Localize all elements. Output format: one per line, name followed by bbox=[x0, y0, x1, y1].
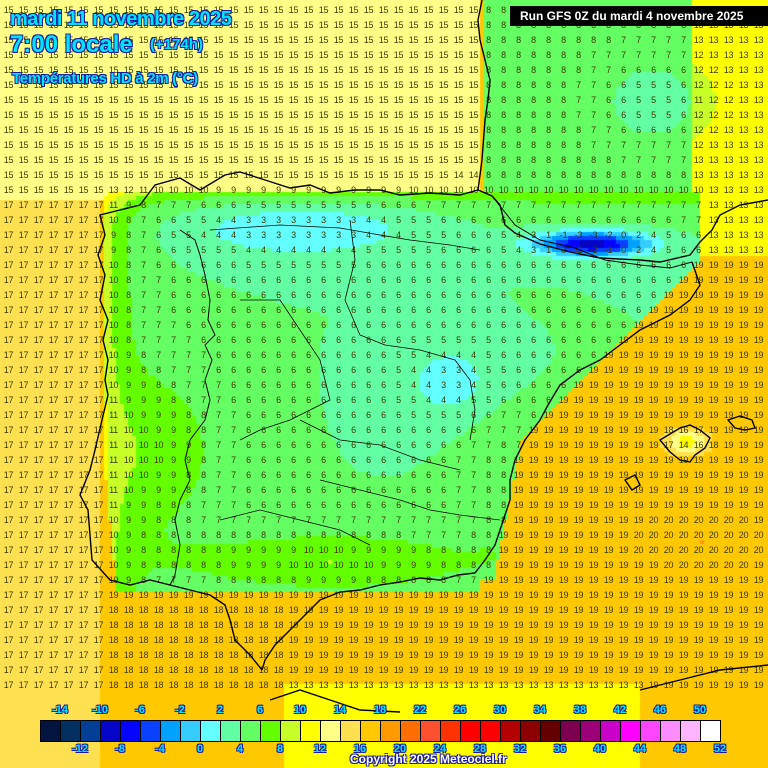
legend-label-top: 10 bbox=[293, 704, 307, 716]
legend-label-top: 34 bbox=[533, 704, 547, 716]
legend-swatch bbox=[221, 721, 241, 741]
legend-label-bottom: 12 bbox=[313, 743, 327, 755]
legend-label-top: 46 bbox=[653, 704, 667, 716]
mallorca-outline bbox=[658, 424, 711, 463]
legend-label-bottom: 28 bbox=[473, 743, 487, 755]
legend-swatch bbox=[441, 721, 461, 741]
legend-swatch bbox=[521, 721, 541, 741]
legend-swatch bbox=[141, 721, 161, 741]
region-borders bbox=[209, 219, 501, 546]
legend-label-top: 30 bbox=[493, 704, 507, 716]
legend-swatch bbox=[601, 721, 621, 741]
legend-swatch bbox=[501, 721, 521, 741]
legend-label-bottom: 48 bbox=[673, 743, 687, 755]
france-atlantic-coast bbox=[477, 0, 491, 191]
menorca-outline bbox=[726, 415, 756, 431]
legend-swatch bbox=[561, 721, 581, 741]
legend-swatch bbox=[621, 721, 641, 741]
legend-label-top: 26 bbox=[453, 704, 467, 716]
legend-swatch bbox=[581, 721, 601, 741]
legend-swatch bbox=[701, 721, 720, 741]
legend-label-top: 22 bbox=[413, 704, 427, 716]
legend-swatch bbox=[301, 721, 321, 741]
legend-label-top: -2 bbox=[175, 704, 185, 716]
legend-swatch bbox=[401, 721, 421, 741]
legend-swatch bbox=[661, 721, 681, 741]
legend-swatch bbox=[261, 721, 281, 741]
legend-label-bottom: -8 bbox=[115, 743, 125, 755]
legend-label-bottom: -4 bbox=[155, 743, 165, 755]
forecast-time: 7:00 locale bbox=[10, 31, 134, 59]
legend-label-bottom: 44 bbox=[633, 743, 647, 755]
legend-label-bottom: 16 bbox=[353, 743, 367, 755]
legend-swatch bbox=[421, 721, 441, 741]
legend-swatch bbox=[361, 721, 381, 741]
africa-coastline bbox=[269, 664, 768, 713]
legend-label-bottom: 52 bbox=[713, 743, 727, 755]
legend-swatch bbox=[541, 721, 561, 741]
legend-swatch bbox=[121, 721, 141, 741]
legend-swatch bbox=[681, 721, 701, 741]
legend-label-bottom: 32 bbox=[513, 743, 527, 755]
legend-label-top: 14 bbox=[333, 704, 347, 716]
legend-label-top: -10 bbox=[92, 704, 108, 716]
legend-label-bottom: 4 bbox=[236, 743, 244, 755]
legend-swatch bbox=[81, 721, 101, 741]
legend-label-bottom: -12 bbox=[72, 743, 88, 755]
legend-label-bottom: 24 bbox=[433, 743, 447, 755]
legend-swatch bbox=[641, 721, 661, 741]
legend-swatch bbox=[41, 721, 61, 741]
legend-swatch bbox=[281, 721, 301, 741]
variable-title: Températures HD à 2m (°C) bbox=[12, 70, 199, 88]
legend-label-bottom: 40 bbox=[593, 743, 607, 755]
legend-label-top: 6 bbox=[256, 704, 264, 716]
catalonia-coast bbox=[261, 261, 701, 671]
legend-label-bottom: 20 bbox=[393, 743, 407, 755]
legend-swatch bbox=[321, 721, 341, 741]
forecast-lead-time: (+174h) bbox=[150, 36, 204, 54]
legend-swatch bbox=[101, 721, 121, 741]
legend-swatch bbox=[201, 721, 221, 741]
spain-france-border bbox=[491, 195, 693, 269]
model-run-label: Run GFS 0Z du mardi 4 novembre 2025 bbox=[510, 6, 768, 26]
spain-portugal-border bbox=[169, 229, 216, 586]
legend-swatch bbox=[181, 721, 201, 741]
legend-swatch bbox=[461, 721, 481, 741]
legend-label-top: 42 bbox=[613, 704, 627, 716]
legend-label-top: 2 bbox=[216, 704, 224, 716]
legend-label-bottom: 0 bbox=[196, 743, 204, 755]
legend-swatch bbox=[381, 721, 401, 741]
copyright-notice: Copyright 2025 Meteociel.fr bbox=[350, 752, 507, 766]
legend-label-top: -6 bbox=[135, 704, 145, 716]
color-scale-legend bbox=[40, 720, 721, 742]
iberia-coastline bbox=[111, 171, 768, 263]
legend-swatch bbox=[341, 721, 361, 741]
forecast-date: mardi 11 novembre 2025 bbox=[9, 8, 232, 31]
legend-label-bottom: 36 bbox=[553, 743, 567, 755]
legend-label-top: -14 bbox=[52, 704, 68, 716]
portugal-coast bbox=[79, 211, 263, 671]
legend-label-top: 18 bbox=[373, 704, 387, 716]
legend-label-top: 38 bbox=[573, 704, 587, 716]
legend-swatch bbox=[161, 721, 181, 741]
legend-swatch bbox=[241, 721, 261, 741]
ibiza-outline bbox=[623, 474, 641, 491]
legend-swatch bbox=[481, 721, 501, 741]
legend-swatch bbox=[61, 721, 81, 741]
legend-label-bottom: 8 bbox=[276, 743, 284, 755]
legend-label-top: 50 bbox=[693, 704, 707, 716]
